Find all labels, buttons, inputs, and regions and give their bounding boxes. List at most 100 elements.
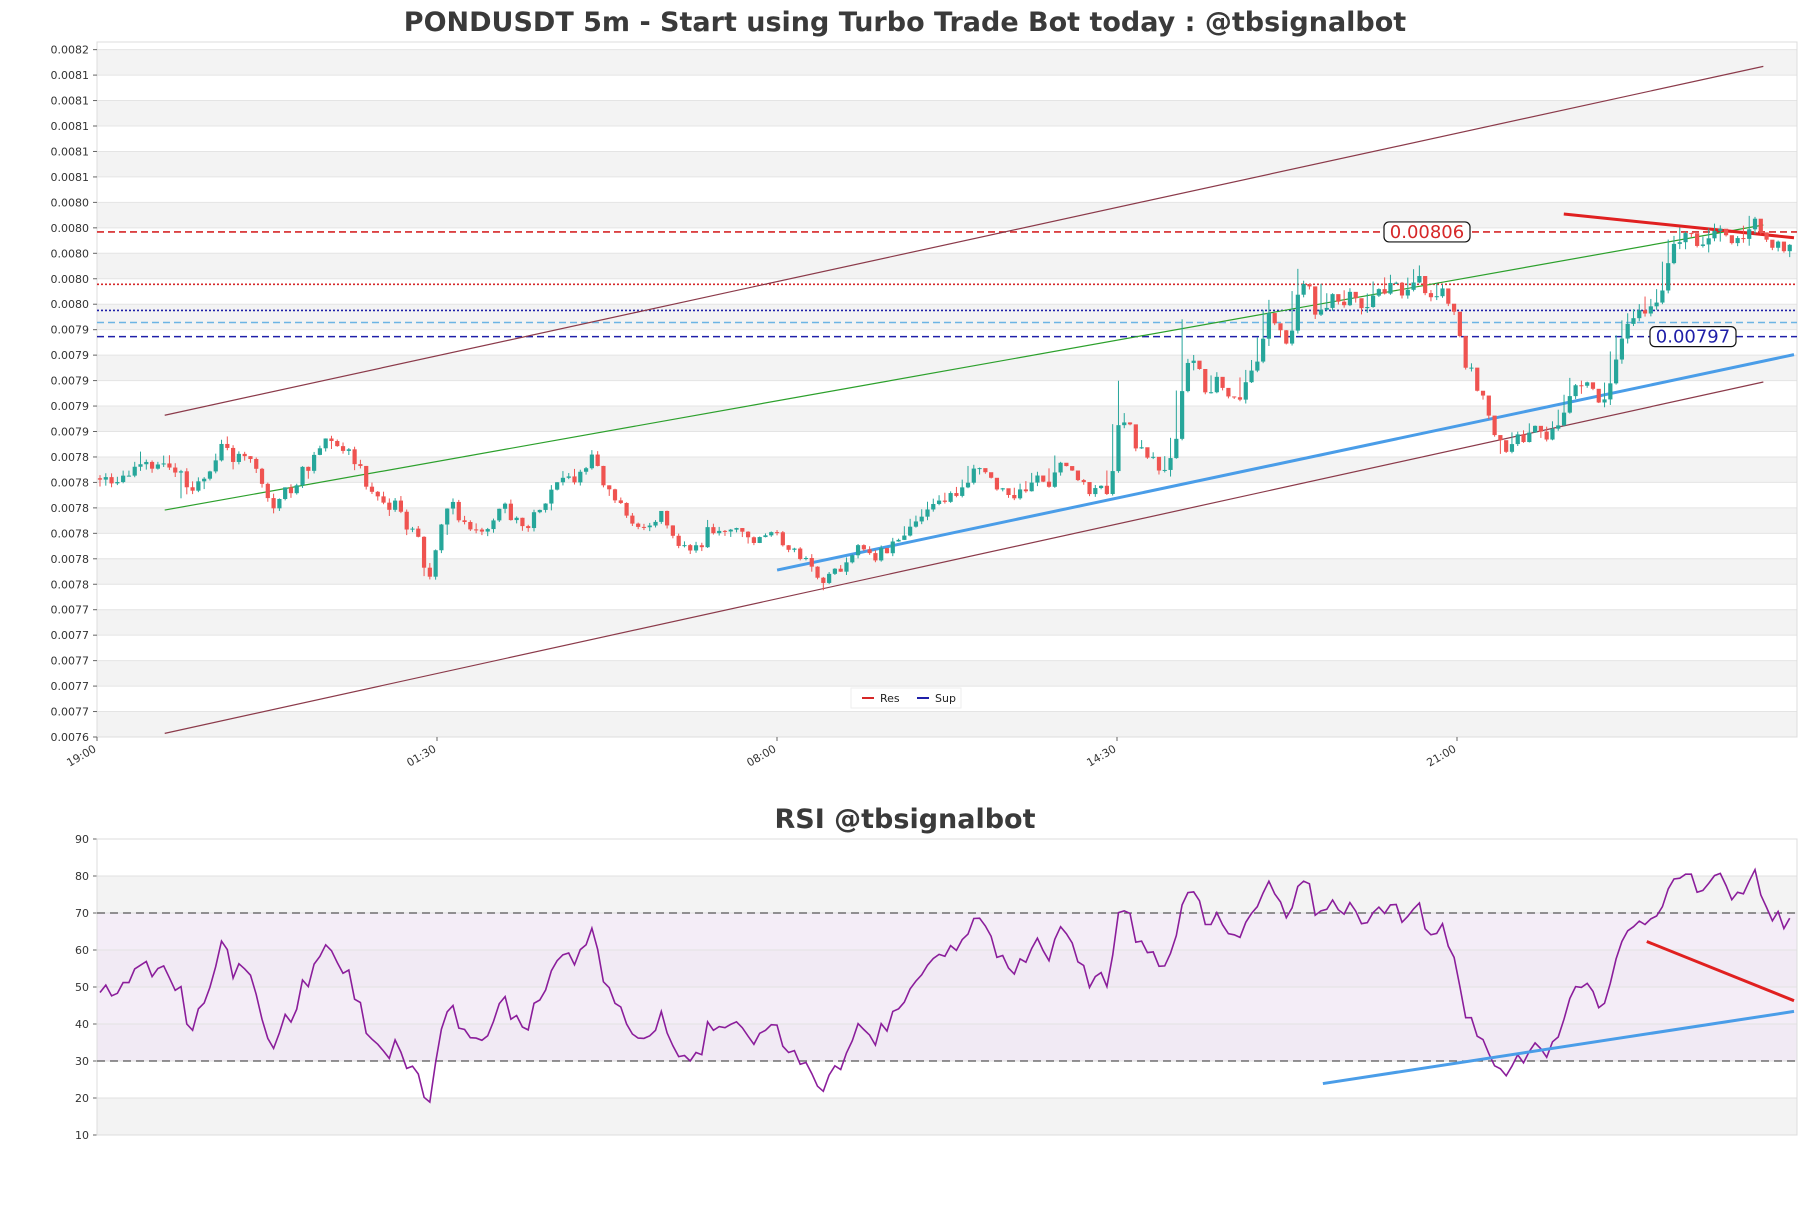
candle-body (306, 466, 311, 471)
candle (989, 472, 994, 479)
candle-body (618, 500, 623, 503)
candle (618, 497, 623, 505)
candle-body (288, 487, 294, 494)
candle-body (1289, 330, 1295, 344)
candle-body (1174, 438, 1179, 459)
candle (1261, 310, 1266, 364)
candle-body (1220, 376, 1225, 388)
candle (670, 525, 675, 539)
candle-body (1191, 360, 1196, 363)
candle-body (884, 548, 890, 554)
trend-line (164, 381, 1764, 734)
candle-body (908, 526, 913, 536)
candle (1145, 447, 1150, 459)
candle (340, 442, 346, 454)
candle-body (1550, 428, 1555, 440)
annotation-label: 0.00806 (1390, 222, 1464, 243)
candle-body (126, 475, 132, 477)
candle (983, 468, 988, 474)
candle-body (149, 461, 155, 469)
candle (1000, 487, 1005, 492)
candle-body (774, 532, 780, 534)
candle (1359, 298, 1364, 315)
candle-body (1625, 323, 1630, 339)
price-annotation: 0.00806 (1383, 221, 1471, 243)
candle (1428, 290, 1434, 302)
candle-body (277, 498, 282, 509)
candle-body (1509, 444, 1515, 452)
candle-body (1370, 295, 1376, 308)
candle-body (960, 487, 965, 496)
candle-body (369, 486, 375, 492)
candle (445, 508, 450, 535)
candle (1116, 380, 1121, 473)
candle-body (711, 527, 716, 534)
grid-band (97, 304, 1797, 330)
candle-body (364, 465, 369, 487)
candle (653, 520, 658, 528)
candle-body (1365, 307, 1370, 309)
candle (855, 543, 861, 559)
candle-body (1145, 447, 1150, 458)
candle (1590, 382, 1596, 391)
candle (219, 439, 224, 462)
candle (1046, 468, 1052, 488)
candle-body (404, 511, 409, 530)
candle-body (1614, 359, 1619, 384)
candle (1515, 431, 1520, 447)
candle-body (358, 464, 363, 466)
candle (757, 536, 762, 544)
candle-body (329, 438, 334, 441)
candle-body (491, 520, 496, 530)
grid-band (97, 456, 1797, 483)
y-tick-label: 0.0080 (51, 196, 90, 209)
candle (1712, 223, 1717, 242)
candle (1625, 313, 1630, 344)
candle-body (323, 438, 328, 449)
candle-body (786, 545, 791, 550)
rsi-y-tick-label: 70 (75, 907, 89, 920)
candle (1469, 363, 1474, 372)
candle (1573, 384, 1578, 400)
candle-body (1654, 302, 1659, 307)
candle (1492, 415, 1497, 437)
candle-body (936, 500, 942, 505)
x-tick-label: 14:30 (1085, 742, 1119, 769)
candle (734, 527, 739, 533)
candle-body (821, 577, 826, 583)
candle (1770, 239, 1775, 251)
candle-body (1151, 456, 1156, 458)
candle (1266, 299, 1272, 346)
candle (601, 465, 606, 488)
candle-body (717, 530, 722, 534)
candle (676, 533, 681, 549)
candle-body (474, 529, 479, 531)
candle (884, 548, 890, 554)
candle (514, 516, 519, 524)
candle (1012, 487, 1017, 501)
candle (838, 565, 843, 572)
candle-body (1642, 310, 1648, 314)
candle-body (1457, 311, 1462, 337)
candle-body (1752, 218, 1758, 230)
candle (1642, 296, 1648, 317)
candle-body (607, 485, 612, 490)
candle-body (1660, 290, 1665, 303)
candle (1399, 281, 1405, 299)
candle-body (1070, 466, 1075, 471)
candle-body (1301, 283, 1306, 295)
candle (1203, 368, 1208, 395)
candle-body (531, 512, 537, 529)
y-tick-label: 0.0077 (51, 604, 90, 617)
candle-body (1700, 244, 1706, 246)
candle (1556, 409, 1561, 431)
candle (705, 519, 710, 548)
candle-body (1208, 392, 1214, 394)
trend-line (776, 353, 1795, 572)
candle (827, 572, 832, 585)
candle (555, 482, 560, 491)
candle (416, 525, 421, 538)
candle (1139, 440, 1144, 449)
y-tick-label: 0.0079 (51, 400, 90, 413)
